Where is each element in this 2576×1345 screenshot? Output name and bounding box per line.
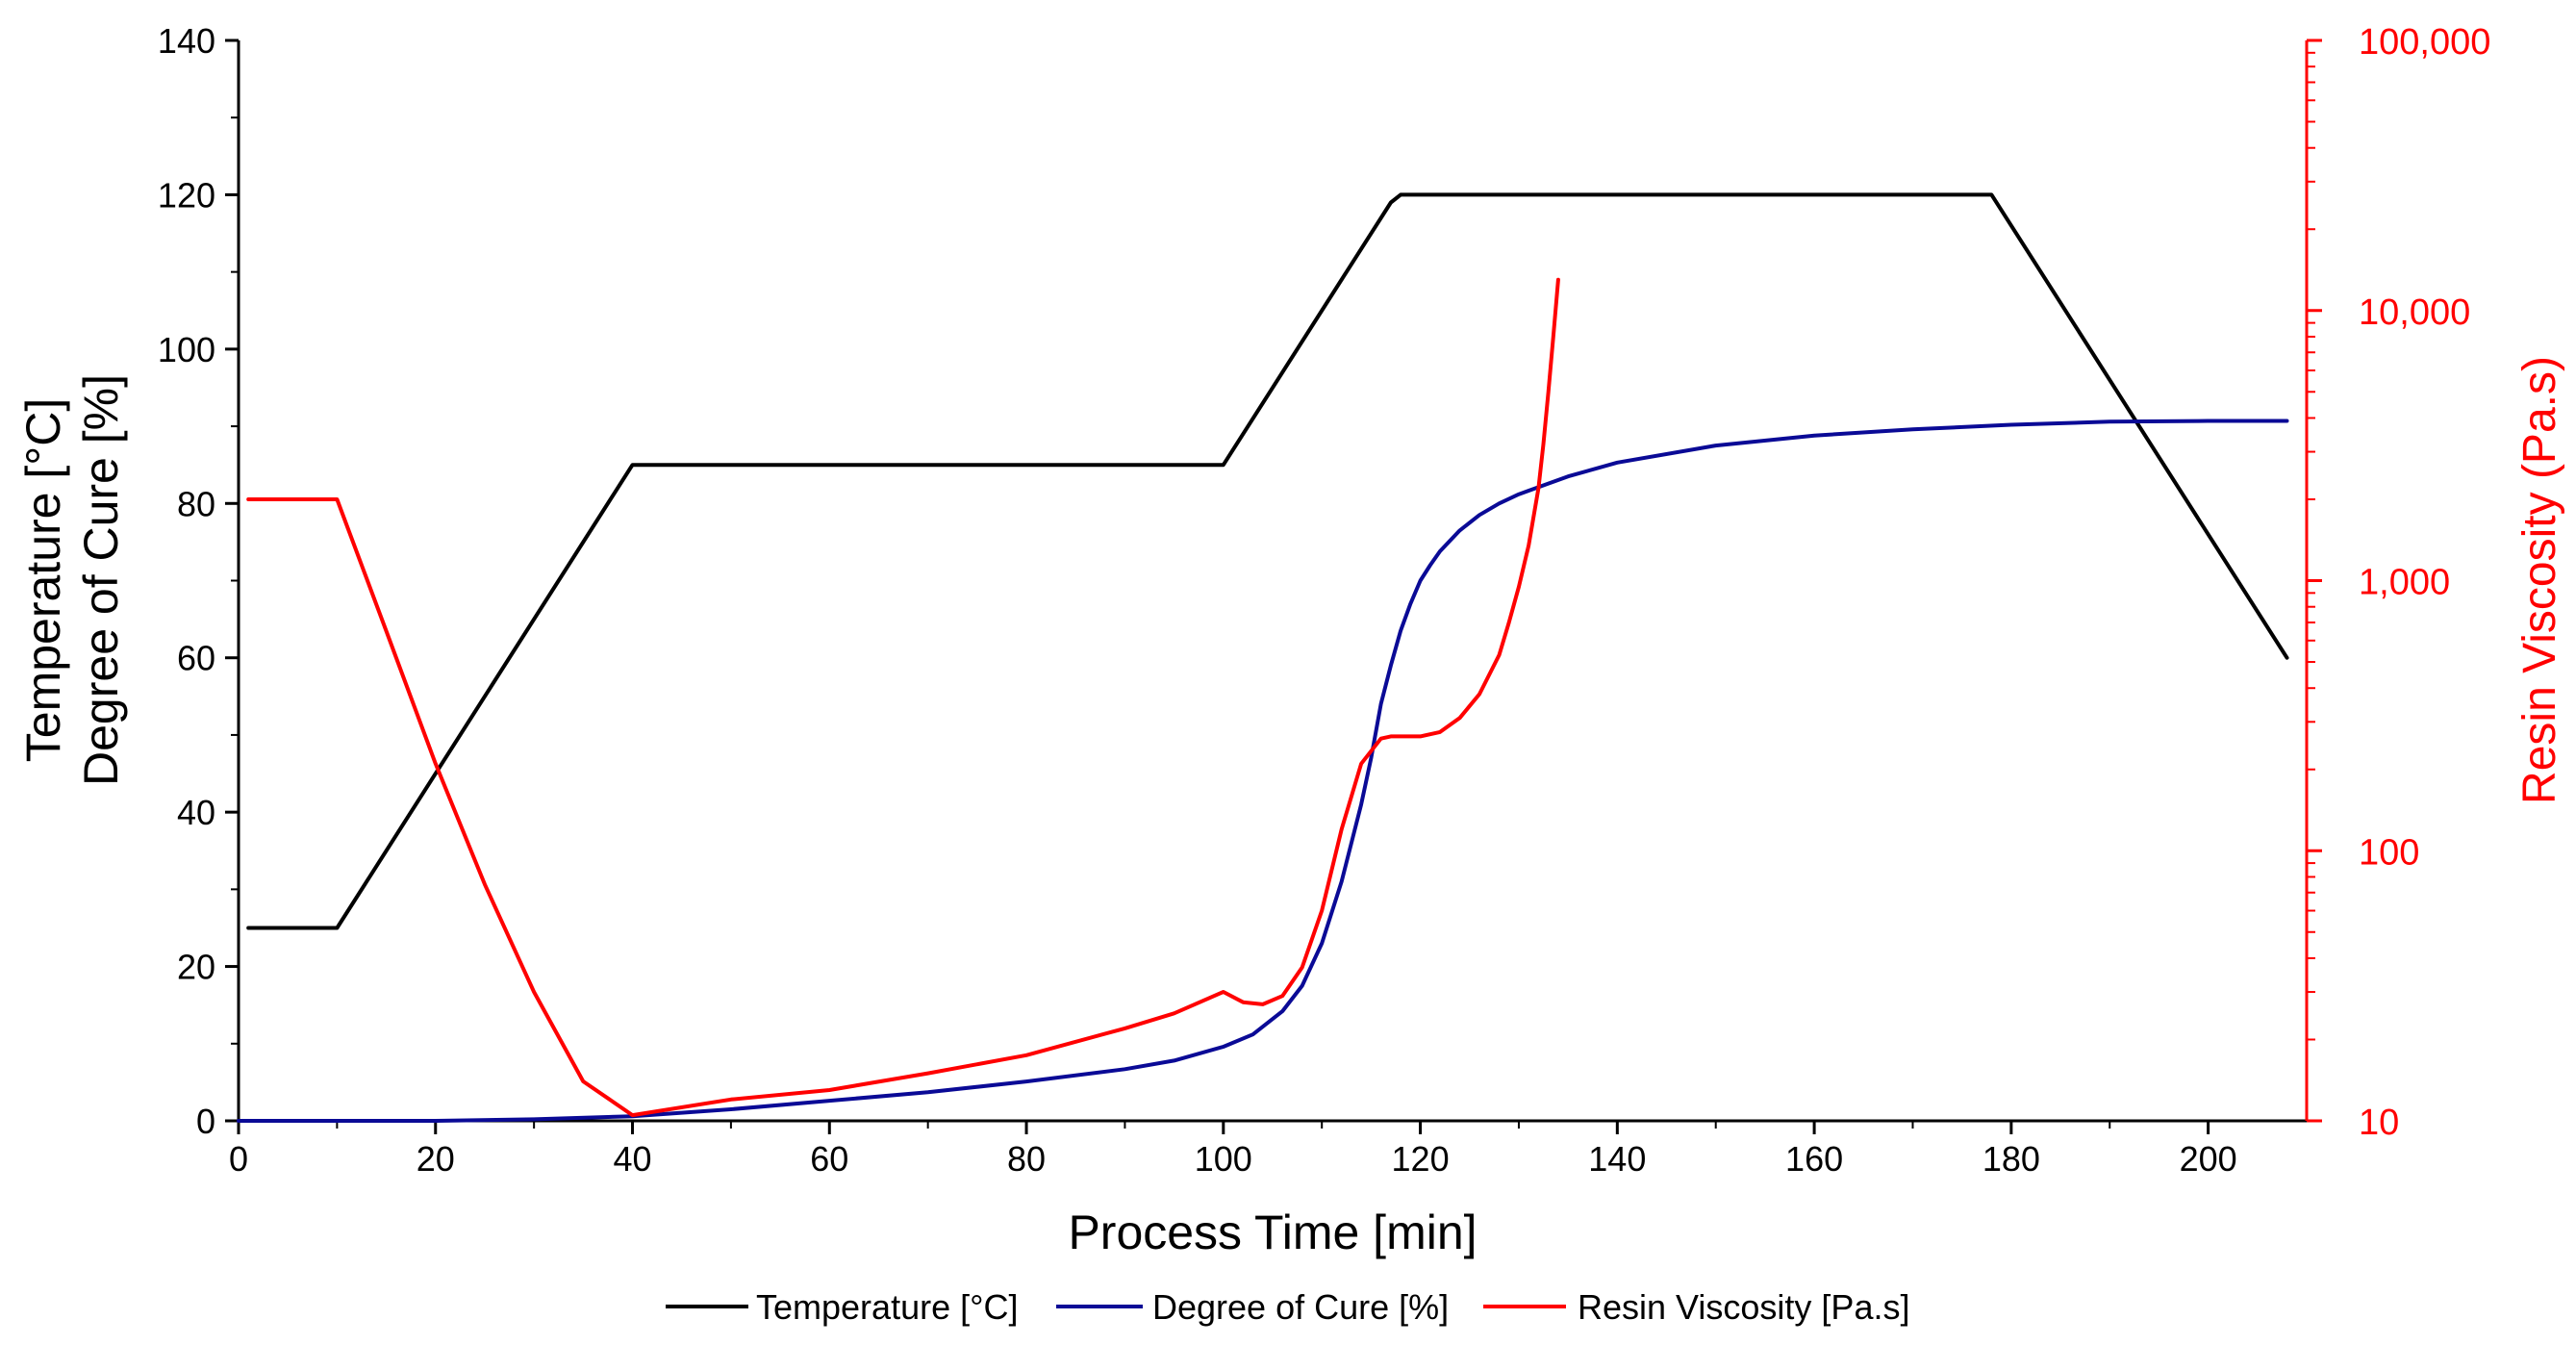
x-tick-label: 180 [1983, 1139, 2040, 1179]
viscosity-line [246, 277, 1560, 1118]
x-axis-ticks: 0 20 40 60 80 100 120 140 160 180 200 [229, 1121, 2237, 1179]
x-tick-label: 100 [1195, 1139, 1252, 1179]
x-tick-label: 60 [810, 1139, 848, 1179]
x-tick-label: 0 [229, 1139, 248, 1179]
y-tick-label: 120 [158, 175, 215, 215]
cure-line [237, 419, 2289, 1123]
y2-tick-label: 10,000 [2359, 292, 2470, 333]
y-axis-title-line-1: Temperature [°C] [16, 398, 70, 762]
y2-tick-label: 100,000 [2359, 22, 2490, 63]
y-tick-label: 0 [196, 1102, 215, 1141]
y-tick-label: 40 [177, 793, 215, 832]
y-tick-label: 140 [158, 21, 215, 61]
x-tick-label: 80 [1007, 1139, 1046, 1179]
x-tick-label: 200 [2180, 1139, 2237, 1179]
legend-label-viscosity: Resin Viscosity [Pa.s] [1578, 1287, 1909, 1327]
y-tick-label: 80 [177, 484, 215, 523]
legend-label-cure: Degree of Cure [%] [1152, 1287, 1449, 1327]
legend-label-temperature: Temperature [°C] [756, 1287, 1019, 1327]
series-layer [237, 192, 2289, 1123]
y2-axis-title: Resin Viscosity (Pa.s) [2514, 356, 2565, 804]
y-tick-label: 60 [177, 639, 215, 678]
y2-tick-label: 10 [2359, 1103, 2399, 1143]
x-tick-label: 40 [614, 1139, 652, 1179]
x-tick-label: 160 [1785, 1139, 1843, 1179]
y-axis-ticks: 0 20 40 60 80 100 120 140 [158, 21, 239, 1141]
y2-axis-ticks: 10 100 1,000 10,000 100,000 [2307, 22, 2490, 1143]
y-tick-label: 100 [158, 330, 215, 369]
y2-tick-label: 100 [2359, 832, 2419, 873]
x-tick-label: 140 [1588, 1139, 1646, 1179]
x-tick-label: 120 [1392, 1139, 1450, 1179]
x-axis-title: Process Time [min] [1068, 1205, 1477, 1259]
y-tick-label: 20 [177, 948, 215, 987]
y-axis-title-line-2: Degree of Cure [%] [74, 374, 128, 786]
y2-tick-label: 1,000 [2359, 563, 2450, 603]
x-tick-label: 20 [417, 1139, 455, 1179]
legend: Temperature [°C] Degree of Cure [%] Resi… [666, 1287, 1909, 1327]
temperature-line [246, 192, 2289, 930]
